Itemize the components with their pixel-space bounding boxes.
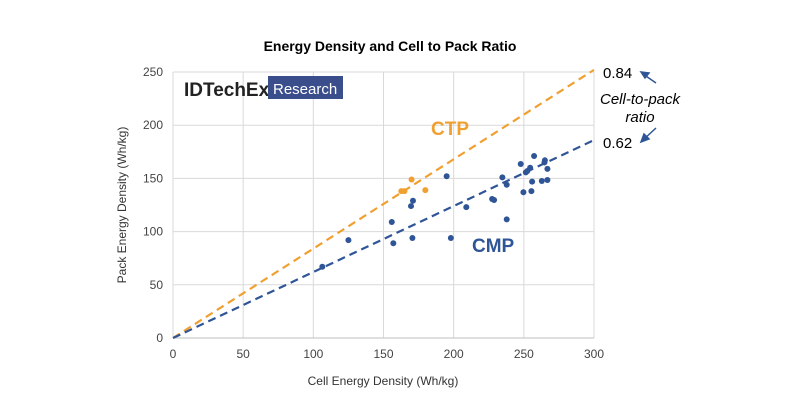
point-cmp bbox=[443, 173, 450, 180]
x-tick-label: 200 bbox=[444, 347, 464, 361]
x-tick-label: 150 bbox=[373, 347, 393, 361]
y-tick-label: 50 bbox=[150, 278, 164, 292]
point-cmp bbox=[538, 177, 545, 184]
chart-title: Energy Density and Cell to Pack Ratio bbox=[264, 38, 517, 54]
tick-labels: 0 50 100 150 200 250 300 0 50 100 150 200 250 bbox=[143, 65, 604, 361]
ratio-label-ctp: 0.84 bbox=[603, 65, 632, 82]
x-tick-label: 250 bbox=[514, 347, 534, 361]
x-tick-label: 0 bbox=[170, 347, 177, 361]
logo-tag: Research bbox=[273, 81, 337, 98]
point-cmp bbox=[409, 197, 416, 204]
point-cmp bbox=[345, 237, 352, 244]
x-tick-label: 100 bbox=[303, 347, 323, 361]
x-tick-label: 50 bbox=[236, 347, 250, 361]
point-cmp bbox=[520, 189, 527, 196]
annotation-line1: Cell-to-pack bbox=[600, 91, 682, 108]
point-cmp bbox=[544, 165, 551, 172]
x-axis-label: Cell Energy Density (Wh/kg) bbox=[308, 374, 459, 388]
point-cmp bbox=[409, 234, 416, 241]
trendlines bbox=[172, 68, 595, 339]
logo-brand: IDTechEx bbox=[184, 80, 270, 101]
point-cmp bbox=[503, 181, 510, 188]
grid bbox=[172, 71, 595, 339]
point-cmp bbox=[517, 161, 524, 168]
point-cmp bbox=[544, 176, 551, 183]
point-cmp bbox=[528, 188, 535, 195]
ratio-label-cmp: 0.62 bbox=[603, 135, 632, 152]
y-tick-label: 0 bbox=[156, 331, 163, 345]
series-label-ctp: CTP bbox=[431, 119, 469, 140]
point-cmp bbox=[527, 164, 534, 171]
point-cmp bbox=[503, 216, 510, 223]
data-points bbox=[319, 153, 551, 270]
annotation-arrows bbox=[639, 71, 657, 144]
trendline-ctp bbox=[172, 68, 595, 339]
y-tick-label: 250 bbox=[143, 65, 163, 79]
y-tick-label: 100 bbox=[143, 225, 163, 239]
point-ctp bbox=[422, 187, 429, 194]
point-cmp bbox=[390, 240, 397, 247]
series-label-cmp: CMP bbox=[472, 236, 515, 257]
point-cmp bbox=[541, 157, 548, 164]
point-cmp bbox=[529, 178, 536, 185]
point-ctp bbox=[401, 188, 408, 195]
point-cmp bbox=[408, 203, 415, 210]
point-cmp bbox=[447, 234, 454, 241]
logo: IDTechEx Research bbox=[184, 76, 343, 101]
point-cmp bbox=[463, 204, 470, 211]
y-tick-label: 150 bbox=[143, 171, 163, 185]
annotation-line2: ratio bbox=[625, 109, 654, 126]
point-cmp bbox=[388, 219, 395, 226]
point-ctp bbox=[408, 176, 415, 183]
point-cmp bbox=[499, 174, 506, 181]
point-cmp bbox=[531, 153, 538, 160]
point-cmp bbox=[319, 263, 326, 270]
y-axis-label: Pack Energy Density (Wh/kg) bbox=[115, 127, 129, 284]
point-cmp bbox=[491, 196, 498, 203]
y-tick-label: 200 bbox=[143, 118, 163, 132]
x-tick-label: 300 bbox=[584, 347, 604, 361]
